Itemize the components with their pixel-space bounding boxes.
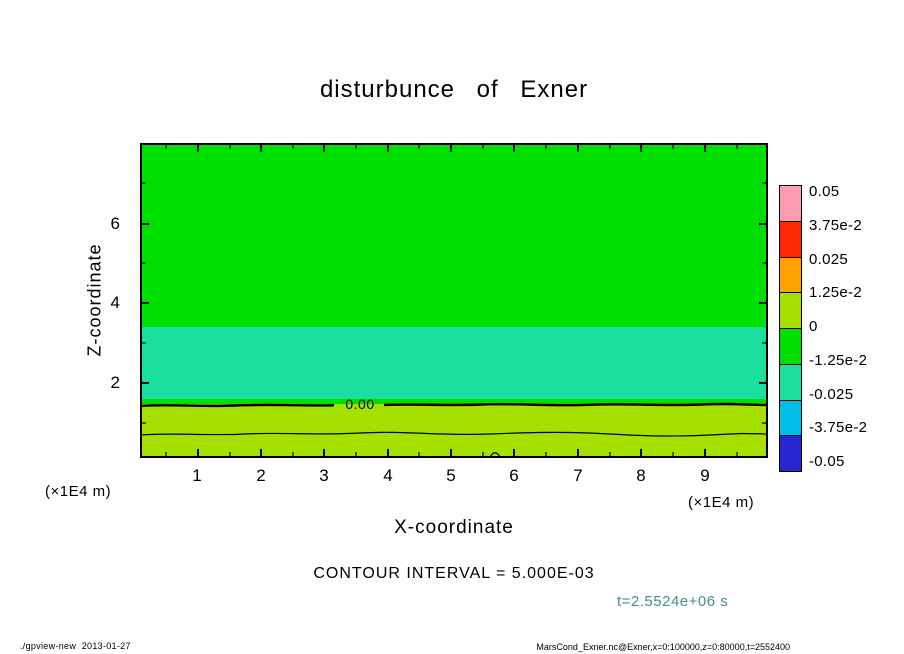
colorbar-label-2: 0.025 xyxy=(809,251,849,268)
axis-minor-ticks xyxy=(141,144,767,457)
x-tick-label-9: 9 xyxy=(700,466,710,485)
fill-band-green-strip xyxy=(140,399,768,405)
fill-band-yellow-green xyxy=(140,404,768,458)
colorbar-cell-3 xyxy=(780,292,801,328)
contour-zero-label: 0.00 xyxy=(345,396,375,412)
colorbar-cell-5 xyxy=(780,363,801,400)
x-tick-label-4: 4 xyxy=(383,466,393,485)
plot-frame xyxy=(140,143,768,458)
fill-band-teal xyxy=(140,327,768,399)
colorbar-label-8: -0.05 xyxy=(809,453,845,470)
colorbar-label-1: 3.75e-2 xyxy=(809,217,862,234)
colorbar-label-5: -1.25e-2 xyxy=(809,352,868,369)
colorbar-cell-0 xyxy=(780,186,801,221)
x-tick-label-1: 1 xyxy=(192,466,202,485)
y-tick-label-4: 4 xyxy=(110,293,120,312)
y-tick-label-6: 6 xyxy=(110,214,120,233)
plot-area: 0.00 xyxy=(140,143,768,458)
x-axis-unit: (×1E4 m) xyxy=(688,494,755,511)
x-tick-label-7: 7 xyxy=(573,466,583,485)
colorbar-cell-7 xyxy=(780,435,801,471)
footer-file-info: MarsCond_Exner.nc@Exner,x=0:100000,z=0:8… xyxy=(536,642,790,652)
colorbar-cell-2 xyxy=(780,256,801,293)
axis-major-ticks xyxy=(141,144,767,457)
footer-program-info: ./gpview-new 2013-01-27 xyxy=(20,641,131,651)
colorbar-label-3: 1.25e-2 xyxy=(809,284,862,301)
x-tick-label-6: 6 xyxy=(509,466,519,485)
contour-line-zero-right xyxy=(383,402,768,407)
colorbar xyxy=(779,185,802,472)
contour-interval-text: CONTOUR INTERVAL = 5.000E-03 xyxy=(313,565,595,582)
contour-line-5e-3 xyxy=(140,431,768,437)
x-tick-label-8: 8 xyxy=(636,466,646,485)
contour-line-zero-left xyxy=(140,403,335,408)
fill-band-upper-green xyxy=(140,143,768,327)
colorbar-cell-1 xyxy=(780,220,801,257)
time-stamp: t=2.5524e+06 s xyxy=(617,593,729,610)
x-tick-label-5: 5 xyxy=(446,466,456,485)
chart-title: disturbunce of Exner xyxy=(319,76,589,103)
x-axis-label: X-coordinate xyxy=(394,517,514,538)
plot-canvas xyxy=(140,143,768,458)
colorbar-cell-4 xyxy=(780,328,801,364)
colorbar-label-4: 0 xyxy=(809,318,818,335)
y-tick-label-2: 2 xyxy=(110,373,120,392)
x-tick-label-2: 2 xyxy=(256,466,266,485)
colorbar-cell-6 xyxy=(780,399,801,436)
x-tick-label-3: 3 xyxy=(319,466,329,485)
colorbar-label-6: -0.025 xyxy=(809,386,854,403)
colorbar-label-0: 0.05 xyxy=(809,183,840,200)
y-axis-unit: (×1E4 m) xyxy=(45,483,112,500)
colorbar-label-7: -3.75e-2 xyxy=(809,419,868,436)
contour-notch xyxy=(489,452,501,458)
